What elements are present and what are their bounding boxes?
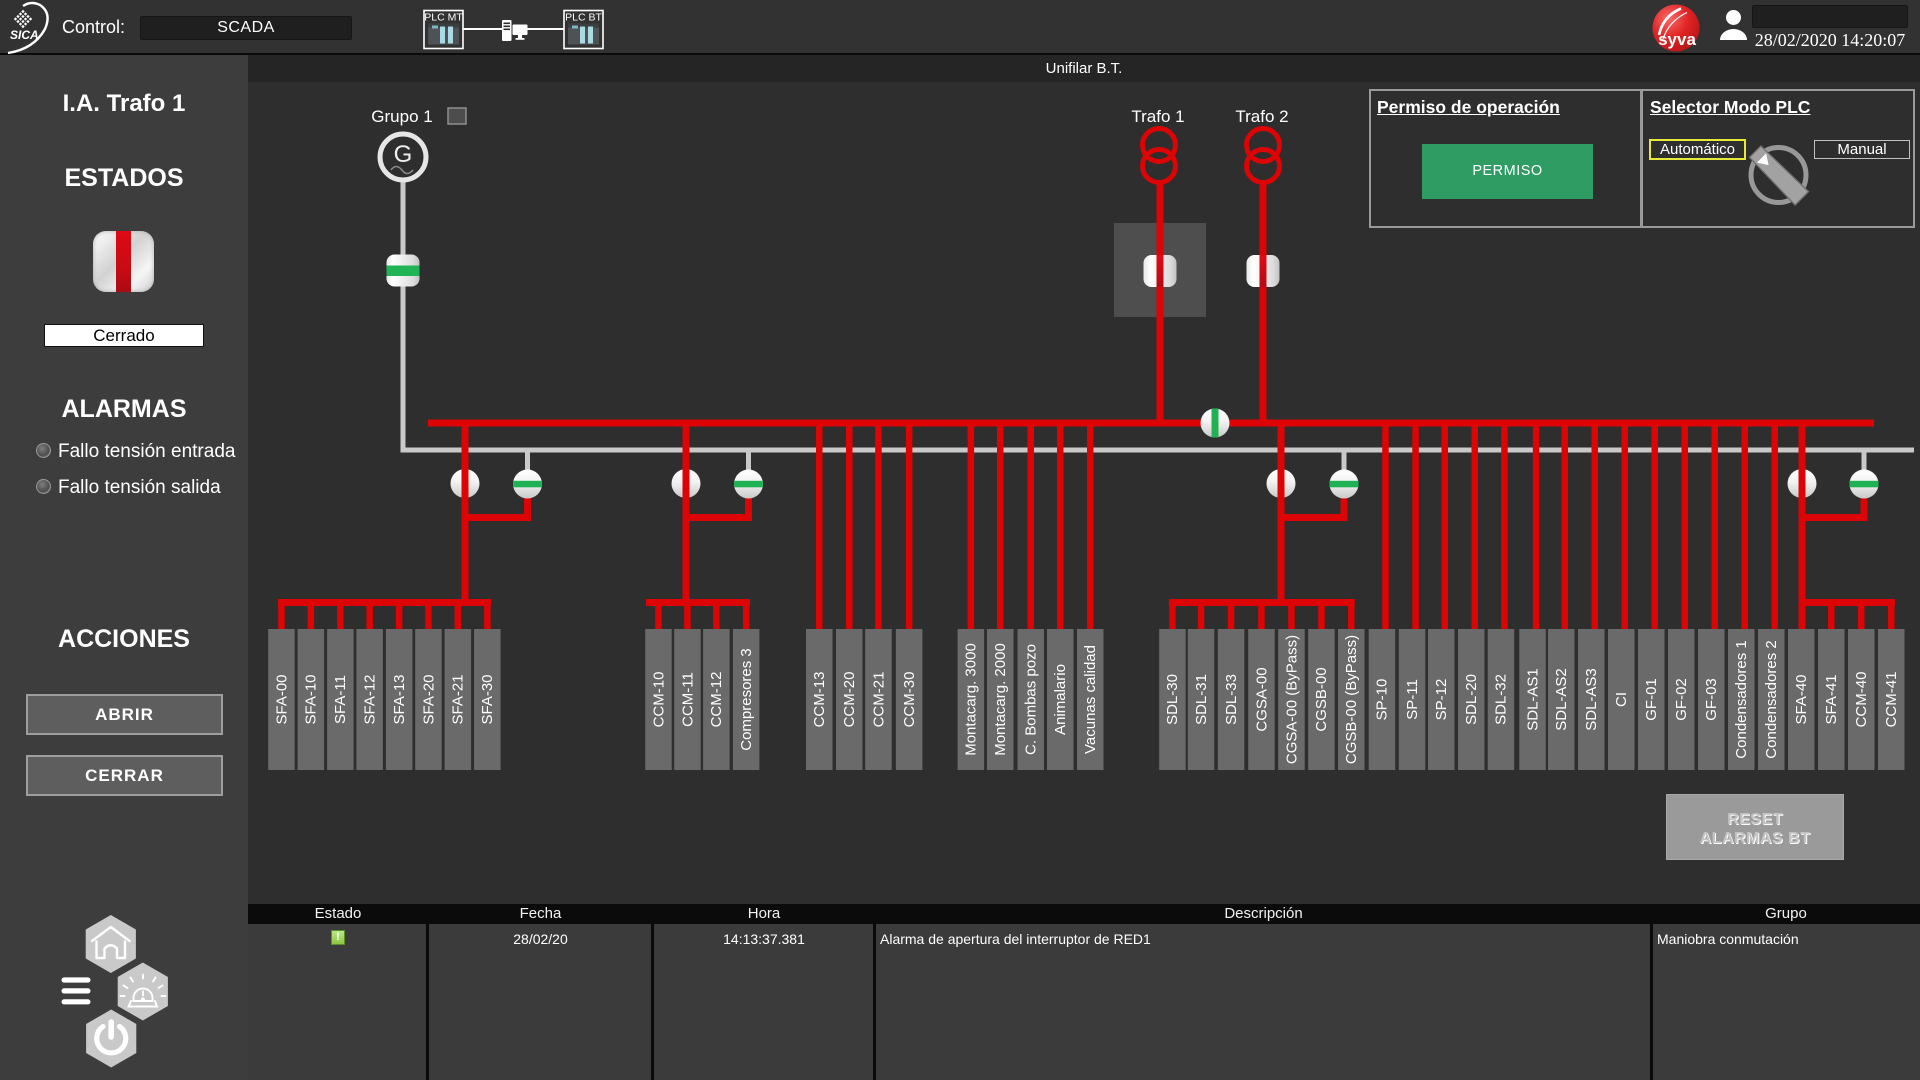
svg-text:CCM-30: CCM-30	[901, 672, 918, 728]
svg-text:syva: syva	[1658, 30, 1696, 49]
svg-text:PLC MT: PLC MT	[424, 12, 463, 24]
svg-text:SDL-AS3: SDL-AS3	[1583, 668, 1600, 731]
svg-text:Trafo 2: Trafo 2	[1235, 107, 1288, 126]
svg-text:CCM-40: CCM-40	[1853, 672, 1870, 728]
svg-text:Vacunas calidad: Vacunas calidad	[1082, 645, 1099, 754]
svg-text:CCM-21: CCM-21	[870, 672, 887, 728]
svg-text:CCM-12: CCM-12	[708, 672, 725, 728]
svg-text:CGSA-00: CGSA-00	[1253, 667, 1270, 731]
svg-text:Montacarg. 3000: Montacarg. 3000	[963, 643, 980, 756]
svg-text:SFA-20: SFA-20	[420, 674, 437, 724]
svg-text:SFA-21: SFA-21	[450, 674, 467, 724]
svg-text:SDL-31: SDL-31	[1193, 674, 1210, 725]
svg-text:GF-02: GF-02	[1673, 678, 1690, 721]
svg-text:Trafo 1: Trafo 1	[1131, 107, 1184, 126]
svg-text:Grupo 1: Grupo 1	[371, 107, 432, 126]
svg-text:SP-10: SP-10	[1374, 679, 1391, 721]
svg-text:SFA-10: SFA-10	[303, 674, 320, 724]
svg-text:SDL-AS1: SDL-AS1	[1524, 668, 1541, 731]
svg-text:CCM-20: CCM-20	[841, 672, 858, 728]
svg-text:Animalario: Animalario	[1052, 664, 1069, 735]
svg-text:GF-01: GF-01	[1643, 678, 1660, 721]
svg-text:SFA-13: SFA-13	[391, 674, 408, 724]
svg-text:PLC BT: PLC BT	[565, 12, 602, 24]
svg-text:Compresores 3: Compresores 3	[738, 648, 755, 751]
svg-text:SFA-40: SFA-40	[1793, 674, 1810, 724]
svg-text:CCM-11: CCM-11	[679, 672, 696, 727]
svg-text:SDL-30: SDL-30	[1164, 674, 1181, 725]
svg-text:Montacarg. 2000: Montacarg. 2000	[992, 643, 1009, 756]
svg-text:CCM-41: CCM-41	[1883, 672, 1900, 728]
svg-text:SP-12: SP-12	[1433, 679, 1450, 721]
svg-text:CI: CI	[1613, 692, 1630, 707]
svg-text:SFA-12: SFA-12	[362, 674, 379, 724]
svg-text:SP-11: SP-11	[1404, 679, 1421, 720]
svg-text:CGSB-00: CGSB-00	[1313, 667, 1330, 731]
svg-text:SFA-00: SFA-00	[273, 674, 290, 724]
svg-text:SDL-AS2: SDL-AS2	[1553, 668, 1570, 731]
svg-text:Condensadores 1: Condensadores 1	[1733, 640, 1750, 758]
svg-text:G: G	[394, 141, 413, 168]
svg-text:CCM-10: CCM-10	[650, 672, 667, 728]
svg-text:CCM-13: CCM-13	[811, 672, 828, 728]
svg-text:Condensadores 2: Condensadores 2	[1763, 640, 1780, 758]
svg-text:SFA-30: SFA-30	[479, 674, 496, 724]
svg-text:SDL-33: SDL-33	[1223, 674, 1240, 725]
svg-text:CGSA-00 (ByPass): CGSA-00 (ByPass)	[1283, 635, 1300, 764]
svg-text:SDL-32: SDL-32	[1493, 674, 1510, 725]
svg-text:SDL-20: SDL-20	[1463, 674, 1480, 725]
svg-text:SFA-41: SFA-41	[1823, 674, 1840, 724]
svg-text:C. Bombas pozo: C. Bombas pozo	[1023, 644, 1040, 755]
svg-text:SFA-11: SFA-11	[332, 675, 349, 724]
svg-text:SICA: SICA	[10, 28, 39, 42]
svg-text:GF-03: GF-03	[1703, 678, 1720, 721]
svg-text:CGSB-00 (ByPass): CGSB-00 (ByPass)	[1343, 635, 1360, 764]
